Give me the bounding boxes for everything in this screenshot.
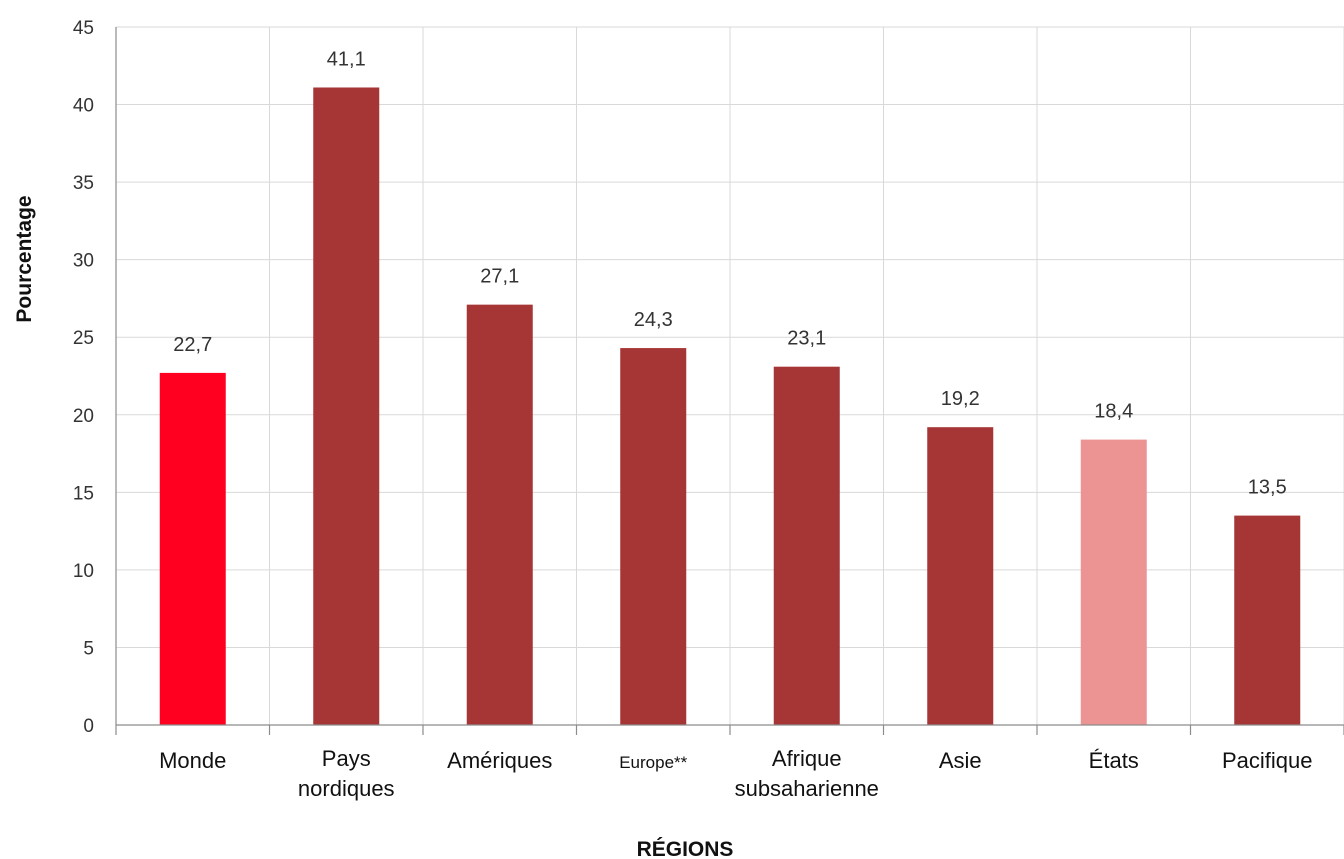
x-tick-label: Afrique subsaharienne bbox=[735, 746, 879, 801]
x-tick-label-line: Europe** bbox=[619, 753, 687, 772]
y-tick-labels: 0 5 10 15 20 25 30 35 40 45 bbox=[73, 18, 94, 737]
y-tick-label: 25 bbox=[73, 328, 94, 349]
y-tick-label: 10 bbox=[73, 561, 94, 582]
x-tick-label: Pays nordiques bbox=[298, 746, 395, 801]
data-label: 19,2 bbox=[941, 388, 980, 410]
bar bbox=[466, 304, 533, 725]
y-tick-label: 5 bbox=[83, 638, 94, 659]
x-tick-label: Monde bbox=[159, 748, 226, 773]
data-label: 22,7 bbox=[173, 334, 212, 356]
data-label: 23,1 bbox=[787, 328, 826, 350]
gridlines bbox=[115, 26, 1344, 725]
axes bbox=[115, 27, 1344, 735]
x-tick-label: États bbox=[1089, 748, 1139, 773]
y-tick-label: 45 bbox=[73, 18, 94, 39]
data-label: 24,3 bbox=[634, 309, 673, 331]
bar bbox=[620, 348, 687, 725]
bar bbox=[313, 87, 380, 725]
data-labels: 22,7 41,1 27,1 24,3 23,1 19,2 18,4 13,5 bbox=[173, 48, 1286, 498]
y-axis-title: Pourcentage bbox=[13, 195, 36, 322]
x-tick-label-line: Asie bbox=[939, 748, 982, 773]
x-tick-label-line: nordiques bbox=[298, 776, 395, 801]
data-label: 41,1 bbox=[327, 48, 366, 70]
y-tick-label: 0 bbox=[83, 716, 94, 737]
y-tick-label: 30 bbox=[73, 251, 94, 272]
x-tick-label: Europe** bbox=[619, 753, 687, 772]
data-label: 27,1 bbox=[480, 266, 519, 288]
bar bbox=[159, 372, 226, 725]
x-tick-label: Asie bbox=[939, 748, 982, 773]
bars bbox=[159, 87, 1301, 725]
x-tick-label-line: subsaharienne bbox=[735, 776, 879, 801]
x-tick-label-line: Monde bbox=[159, 748, 226, 773]
data-label: 13,5 bbox=[1248, 477, 1287, 499]
y-tick-label: 40 bbox=[73, 96, 94, 117]
x-tick-label: Pacifique bbox=[1222, 748, 1313, 773]
bar bbox=[1234, 515, 1301, 725]
y-tick-label: 35 bbox=[73, 173, 94, 194]
x-axis-title: RÉGIONS bbox=[637, 838, 734, 859]
x-tick-label-line: Afrique bbox=[772, 746, 842, 771]
bar bbox=[773, 366, 840, 725]
x-tick-labels: Monde Pays nordiques Amériques Europe** Afriq… bbox=[159, 746, 1312, 801]
x-tick-label-line: Pacifique bbox=[1222, 748, 1313, 773]
y-tick-label: 15 bbox=[73, 483, 94, 504]
bar bbox=[1080, 439, 1147, 725]
data-label: 18,4 bbox=[1094, 401, 1133, 423]
x-tick-label-line: Amériques bbox=[447, 748, 552, 773]
bar bbox=[927, 427, 994, 725]
x-tick-label-line: États bbox=[1089, 748, 1139, 773]
x-tick-label-line: Pays bbox=[322, 746, 371, 771]
x-tick-label: Amériques bbox=[447, 748, 552, 773]
y-tick-label: 20 bbox=[73, 406, 94, 427]
